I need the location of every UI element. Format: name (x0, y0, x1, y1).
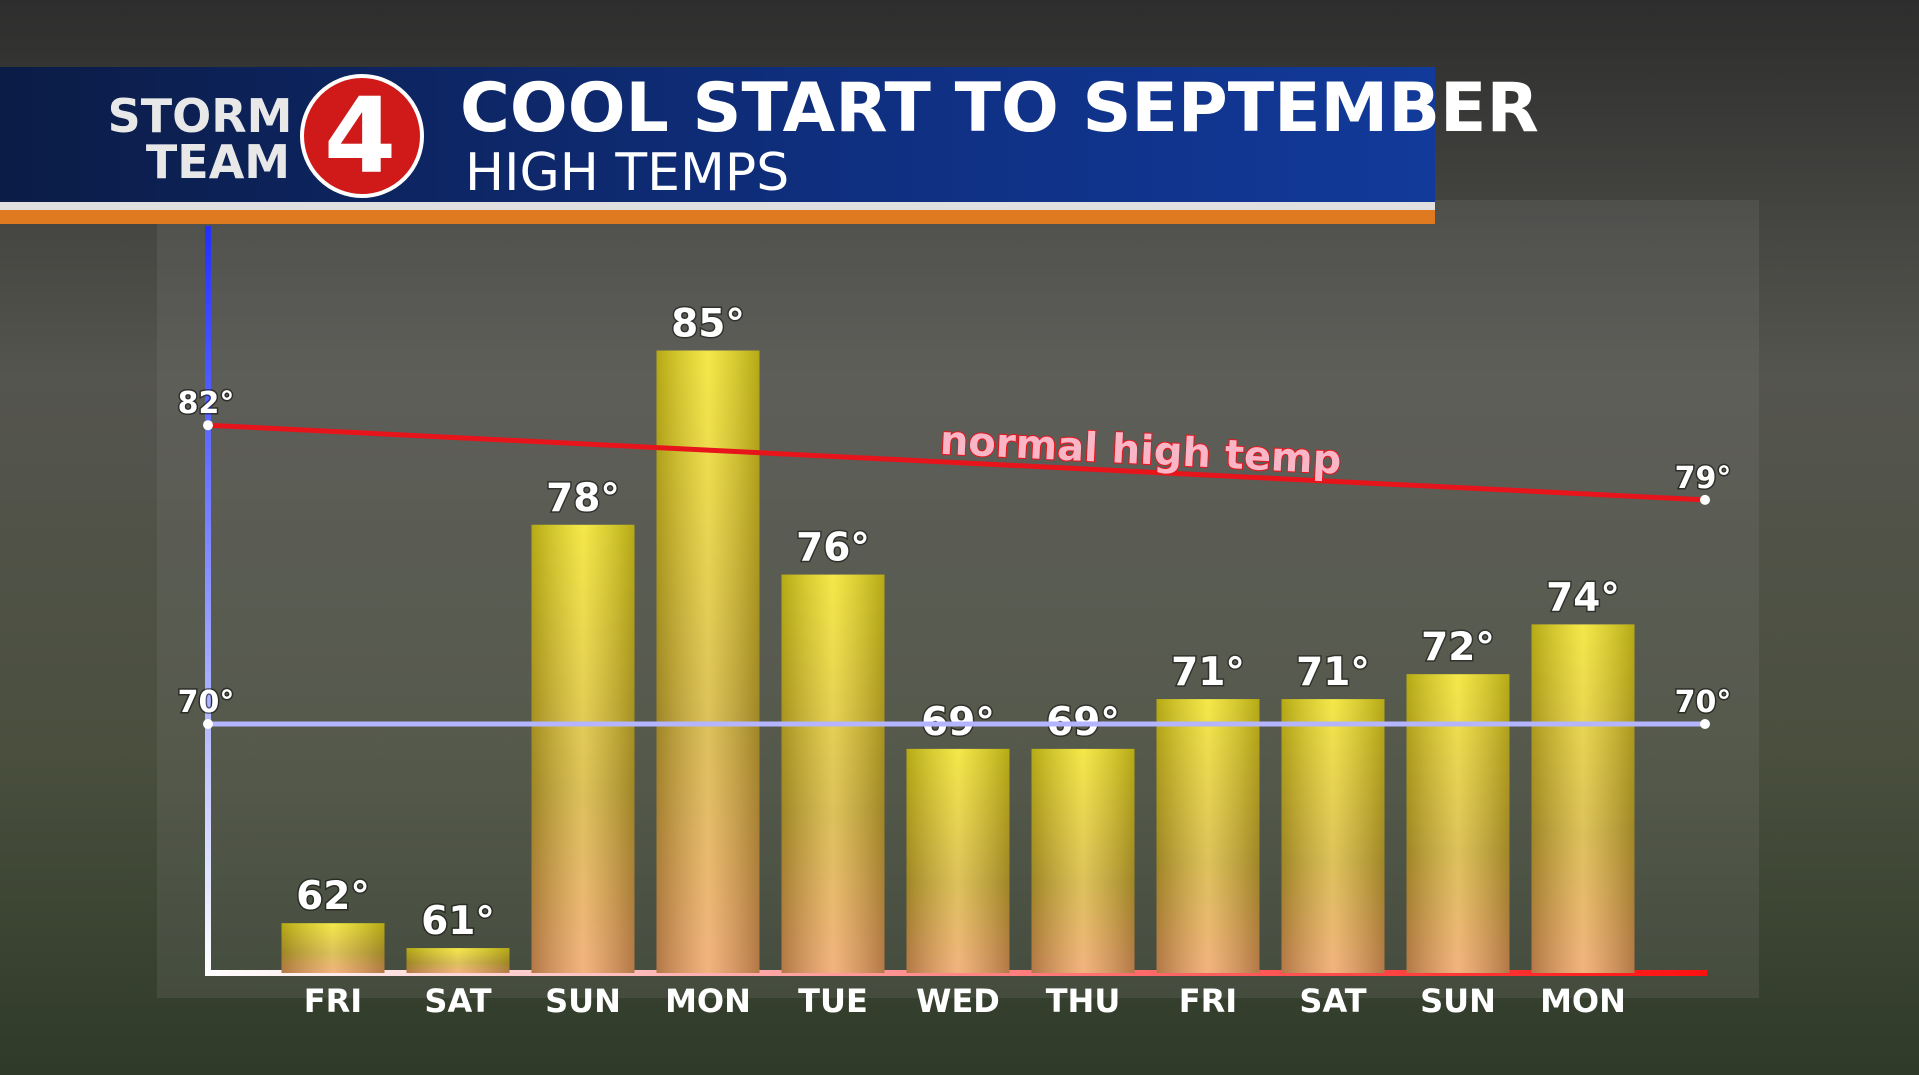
bar-shine (656, 350, 760, 973)
x-tick-label: SUN (545, 982, 621, 1020)
bar-shine (281, 923, 385, 973)
x-tick-label: FRI (304, 982, 362, 1020)
line-end (1700, 719, 1710, 729)
normal-high-line (207, 422, 1706, 503)
bar-shine (906, 748, 1010, 973)
line-end (1700, 494, 1710, 505)
bar-shine (781, 574, 885, 973)
x-tick-label: WED (916, 982, 1000, 1020)
value-label: 71° (1296, 650, 1370, 695)
plot: 62°FRI61°SAT78°SUN85°MON76°TUE69°WED69°T… (176, 300, 1733, 1020)
banner (0, 67, 1435, 202)
bar-shine (1281, 699, 1385, 973)
x-tick-label: MON (665, 982, 751, 1020)
value-label: 72° (1421, 625, 1495, 670)
line-end-label: 70° (1675, 685, 1732, 720)
value-label: 71° (1171, 650, 1245, 695)
y-axis (205, 226, 211, 976)
value-label: 85° (671, 302, 745, 347)
x-tick-label: SAT (424, 982, 491, 1020)
line-end-label: 82° (178, 386, 235, 421)
bar-shine (1531, 624, 1635, 973)
chart-subtitle: HIGH TEMPS (465, 143, 789, 203)
x-tick-label: TUE (798, 982, 868, 1020)
banner-stripe (0, 202, 1435, 210)
bar-shine (1156, 699, 1260, 973)
line-end-label: 70° (178, 685, 235, 720)
line-end (203, 420, 213, 431)
bar-shine (1031, 748, 1135, 973)
value-label: 78° (546, 476, 620, 521)
logo-text: STORM (108, 89, 293, 143)
value-label: 61° (421, 899, 495, 944)
x-tick-label: FRI (1179, 982, 1237, 1020)
line-end-label: 79° (1675, 461, 1732, 496)
line-end (203, 719, 213, 729)
x-tick-label: SUN (1420, 982, 1496, 1020)
bar-shine (531, 524, 635, 973)
x-tick-label: SAT (1299, 982, 1366, 1020)
x-tick-label: MON (1540, 982, 1626, 1020)
logo-circle (300, 74, 424, 198)
value-label: 62° (296, 874, 370, 919)
banner-stripe (0, 210, 1435, 224)
bar-shine (406, 948, 510, 973)
value-label: 74° (1546, 575, 1620, 620)
logo-text: TEAM (146, 135, 290, 189)
x-tick-label: THU (1046, 982, 1121, 1020)
bar-shine (1406, 674, 1510, 973)
chart-title: COOL START TO SEPTEMBER (460, 69, 1539, 148)
value-label: 76° (796, 526, 870, 571)
logo-number: 4 (324, 75, 396, 197)
